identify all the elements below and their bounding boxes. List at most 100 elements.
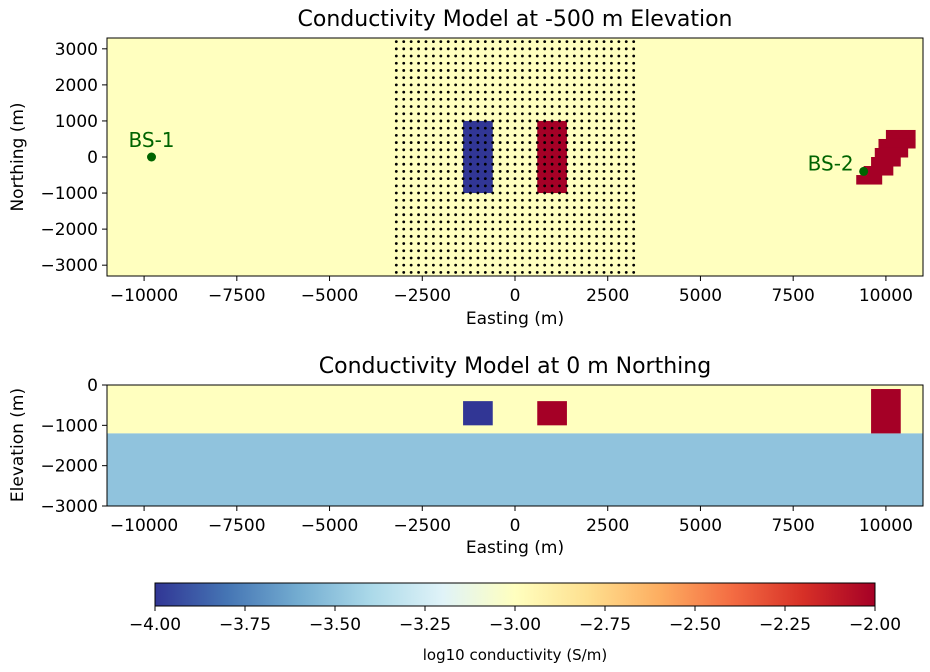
- receiver-point: [402, 213, 406, 217]
- receiver-point: [617, 155, 621, 159]
- receiver-point: [409, 69, 413, 72]
- receiver-point: [513, 97, 517, 101]
- receiver-point: [432, 227, 435, 231]
- receiver-point: [550, 119, 554, 123]
- receiver-point: [402, 162, 406, 166]
- receiver-point: [506, 213, 509, 217]
- receiver-point: [483, 206, 487, 209]
- receiver-point: [394, 83, 398, 87]
- receiver-point: [402, 105, 406, 108]
- receiver-point: [446, 206, 450, 209]
- receiver-point: [498, 170, 502, 173]
- receiver-point: [491, 90, 495, 94]
- receiver-point: [394, 119, 398, 123]
- receiver-point: [417, 119, 420, 123]
- receiver-point: [550, 170, 554, 173]
- receiver-point: [624, 177, 628, 181]
- receiver-point: [602, 256, 606, 260]
- receiver-point: [565, 170, 569, 173]
- receiver-point: [483, 270, 487, 274]
- receiver-point: [394, 112, 398, 116]
- receiver-point: [498, 263, 502, 267]
- receiver-point: [461, 40, 465, 44]
- receiver-point: [558, 119, 561, 123]
- receiver-point: [461, 141, 465, 144]
- receiver-point: [610, 61, 613, 65]
- receiver-point: [513, 162, 517, 166]
- receiver-point: [417, 234, 420, 238]
- receiver-point: [632, 126, 636, 130]
- receiver-point: [417, 198, 420, 202]
- receiver-point: [617, 220, 621, 224]
- receiver-point: [454, 105, 458, 108]
- receiver-point: [558, 97, 561, 101]
- receiver-point: [469, 220, 472, 224]
- receiver-point: [476, 126, 480, 130]
- receiver-point: [483, 69, 487, 72]
- receiver-point: [483, 141, 487, 144]
- receiver-point: [572, 256, 576, 260]
- receiver-point: [476, 198, 480, 202]
- receiver-point: [624, 263, 628, 267]
- receiver-point: [550, 191, 554, 195]
- receiver-point: [617, 162, 621, 166]
- receiver-point: [513, 234, 517, 238]
- receiver-point: [424, 133, 428, 137]
- receiver-point: [394, 198, 398, 202]
- receiver-point: [402, 170, 406, 173]
- receiver-point: [624, 133, 628, 137]
- receiver-point: [439, 263, 443, 267]
- receiver-point: [528, 133, 532, 137]
- receiver-point: [439, 227, 443, 231]
- receiver-point: [454, 227, 458, 231]
- receiver-point: [446, 155, 450, 159]
- receiver-point: [565, 270, 569, 274]
- receiver-point: [498, 126, 502, 130]
- receiver-point: [424, 220, 428, 224]
- receiver-point: [483, 83, 487, 87]
- receiver-point: [461, 97, 465, 101]
- receiver-point: [565, 119, 569, 123]
- receiver-point: [580, 155, 584, 159]
- receiver-point: [521, 249, 524, 253]
- receiver-point: [558, 242, 561, 245]
- receiver-point: [439, 270, 443, 274]
- receiver-point: [394, 184, 398, 188]
- receiver-point: [498, 61, 502, 65]
- receiver-point: [506, 162, 509, 166]
- receiver-point: [617, 76, 621, 80]
- receiver-point: [469, 126, 472, 130]
- receiver-point: [595, 54, 598, 58]
- receiver-point: [617, 40, 621, 44]
- receiver-point: [610, 155, 613, 159]
- receiver-point: [521, 263, 524, 267]
- receiver-point: [580, 61, 584, 65]
- receiver-point: [572, 97, 576, 101]
- receiver-point: [602, 97, 606, 101]
- receiver-point: [521, 220, 524, 224]
- receiver-point: [483, 112, 487, 116]
- receiver-point: [624, 126, 628, 130]
- receiver-point: [476, 54, 480, 58]
- receiver-point: [543, 213, 547, 217]
- receiver-point: [439, 69, 443, 72]
- plan-ytick-label: −3000: [40, 256, 98, 276]
- receiver-point: [543, 141, 547, 144]
- receiver-point: [432, 141, 435, 144]
- receiver-point: [610, 234, 613, 238]
- receiver-point: [454, 61, 458, 65]
- receiver-point: [491, 105, 495, 108]
- receiver-point: [506, 220, 509, 224]
- receiver-point: [610, 191, 613, 195]
- receiver-point: [610, 54, 613, 58]
- receiver-point: [572, 213, 576, 217]
- receiver-point: [550, 234, 554, 238]
- receiver-point: [550, 270, 554, 274]
- receiver-point: [394, 133, 398, 137]
- plan-ytick-label: 2000: [55, 76, 98, 96]
- receiver-point: [595, 119, 598, 123]
- receiver-point: [417, 76, 420, 80]
- receiver-point: [595, 76, 598, 80]
- receiver-point: [476, 83, 480, 87]
- receiver-point: [454, 263, 458, 267]
